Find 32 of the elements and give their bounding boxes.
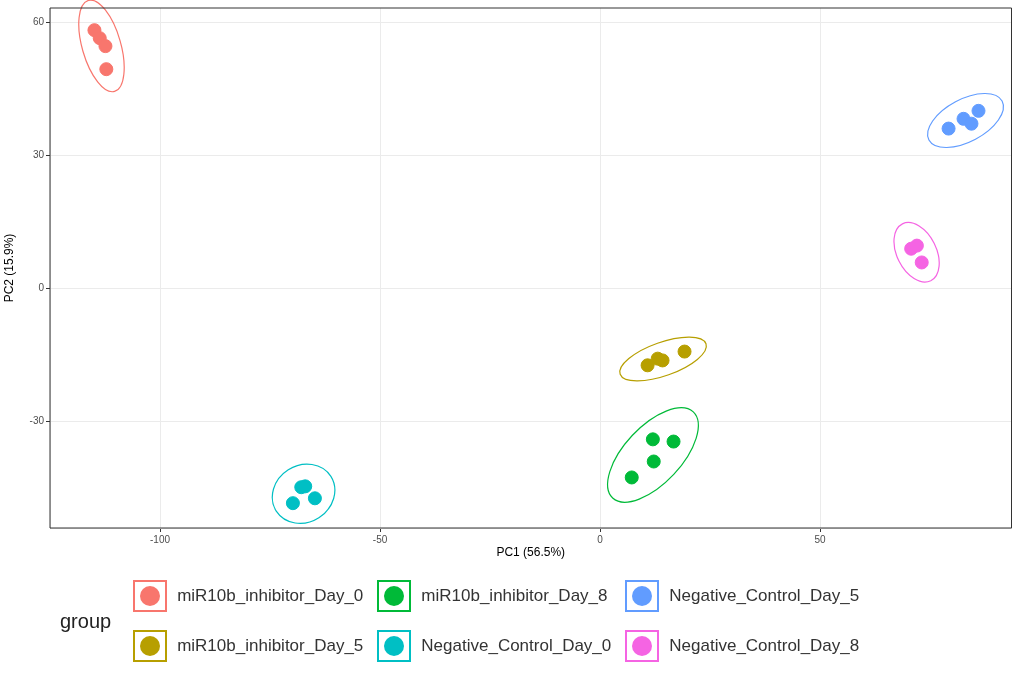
- legend-title: group: [60, 609, 112, 633]
- point: [646, 454, 661, 469]
- point: [666, 434, 681, 449]
- point: [645, 432, 660, 447]
- legend-label: miR10b_inhibitor_Day_8: [421, 586, 608, 606]
- point: [624, 470, 639, 485]
- point: [307, 491, 322, 506]
- y-axis-title: PC2 (15.9%): [1, 233, 16, 303]
- legend-label: Negative_Control_Day_8: [669, 636, 860, 656]
- y-tick-label: 30: [32, 149, 45, 161]
- point: [640, 358, 655, 373]
- x-axis-title: PC1 (56.5%): [496, 545, 566, 560]
- point: [285, 496, 300, 511]
- legend-label: Negative_Control_Day_0: [421, 636, 612, 656]
- y-tick-label: 60: [32, 16, 45, 28]
- point: [971, 103, 986, 118]
- y-tick-label: -30: [29, 415, 45, 427]
- x-tick-label: 50: [814, 533, 827, 545]
- point: [677, 344, 692, 359]
- point: [941, 121, 956, 136]
- point: [99, 62, 114, 77]
- x-tick-label: -100: [150, 533, 171, 545]
- legend-label: miR10b_inhibitor_Day_0: [177, 586, 364, 606]
- point: [98, 39, 113, 54]
- x-tick-label: -50: [372, 533, 388, 545]
- point: [964, 116, 979, 131]
- point: [909, 238, 924, 253]
- y-tick-label: 0: [38, 282, 45, 294]
- point: [914, 255, 929, 270]
- legend-label: miR10b_inhibitor_Day_5: [177, 636, 364, 656]
- legend-label: Negative_Control_Day_5: [669, 586, 860, 606]
- x-tick-label: 0: [597, 533, 604, 545]
